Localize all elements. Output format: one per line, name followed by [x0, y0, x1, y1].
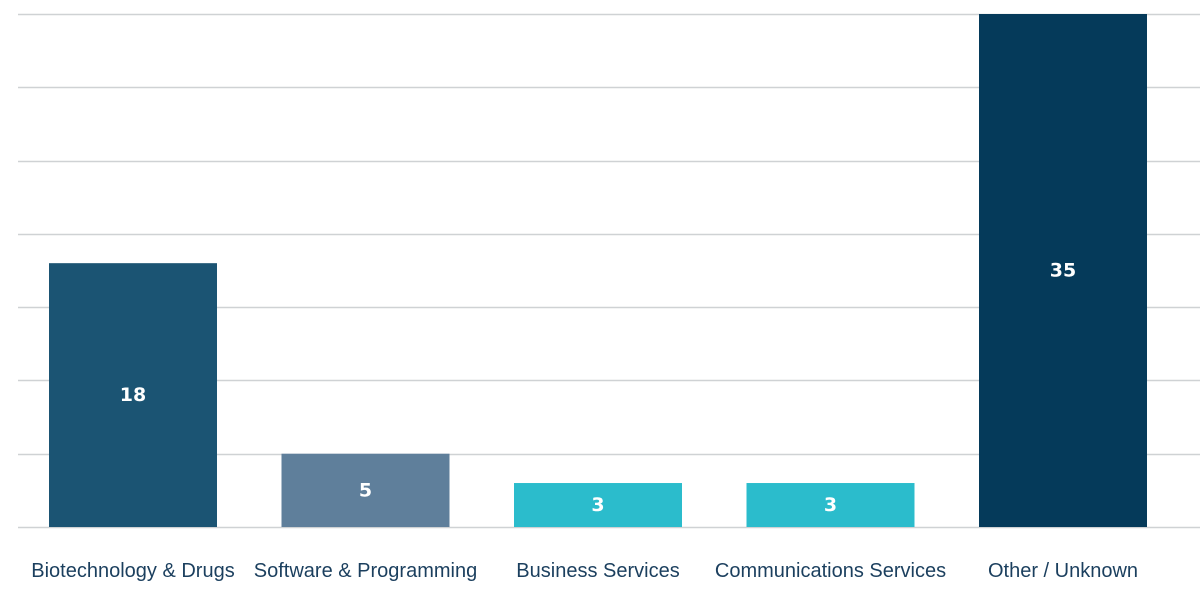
category-label: Biotechnology & Drugs	[31, 560, 234, 582]
bar	[514, 483, 682, 527]
bar-value-label: 18	[120, 384, 146, 406]
bar	[746, 483, 915, 527]
category-labels: Biotechnology & Drugs Software & Programm…	[31, 560, 1138, 582]
category-label: Other / Unknown	[988, 560, 1138, 582]
bar	[281, 453, 450, 527]
category-label: Business Services	[516, 560, 679, 582]
category-label: Software & Programming	[254, 560, 477, 582]
bar	[979, 14, 1147, 527]
bars	[49, 14, 1147, 527]
bar	[49, 263, 217, 527]
category-label: Communications Services	[715, 560, 946, 582]
bar-value-label: 35	[1050, 260, 1076, 282]
bar-value-label: 3	[591, 494, 604, 516]
bar-value-label: 3	[824, 494, 837, 516]
data-labels: 18 5 3 3 35	[120, 260, 1076, 517]
bar-value-label: 5	[359, 479, 372, 501]
